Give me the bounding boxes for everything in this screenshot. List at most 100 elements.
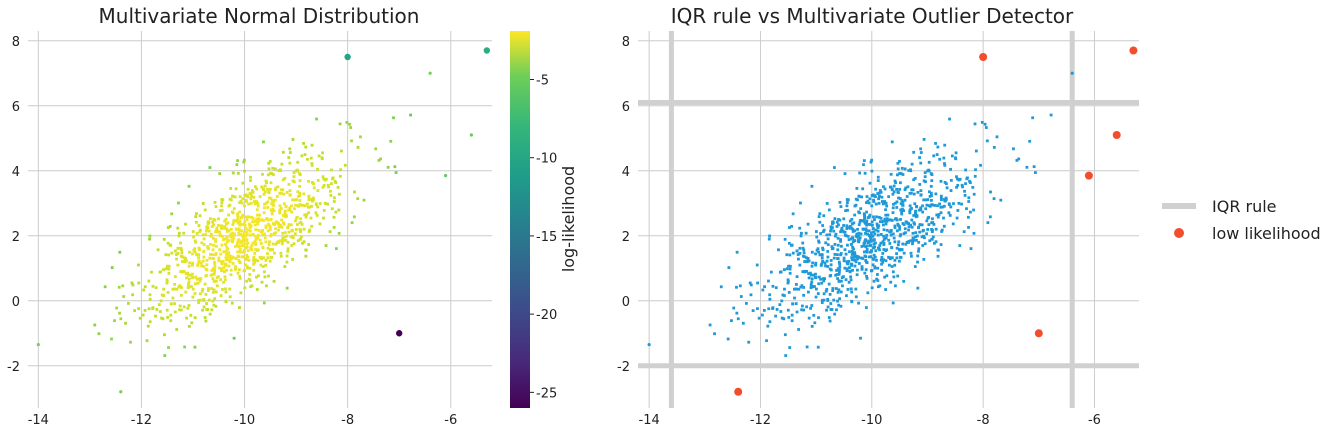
data-point: [821, 259, 825, 263]
data-point: [249, 233, 252, 237]
data-point: [180, 251, 184, 255]
data-point: [829, 302, 833, 305]
data-point: [833, 166, 836, 169]
data-point: [748, 281, 752, 285]
data-point: [171, 296, 175, 300]
data-point: [231, 238, 235, 242]
left-y-tick-label: 6: [12, 100, 20, 115]
data-point: [744, 301, 748, 305]
data-point: [218, 248, 222, 252]
data-point: [922, 138, 926, 141]
data-point: [281, 188, 285, 192]
data-point: [289, 223, 293, 227]
data-point: [227, 213, 231, 217]
data-point: [209, 273, 213, 277]
data-point: [332, 225, 336, 229]
data-point: [117, 285, 121, 289]
data-point: [1012, 147, 1015, 151]
data-point: [735, 285, 738, 289]
data-point: [836, 253, 839, 257]
data-point: [179, 254, 183, 258]
data-point: [269, 255, 273, 259]
data-point: [784, 354, 788, 357]
data-point: [917, 247, 921, 251]
data-point: [904, 242, 908, 246]
data-point: [964, 182, 967, 186]
data-point: [163, 333, 166, 337]
data-point: [189, 285, 192, 289]
data-point: [814, 295, 818, 299]
data-point: [187, 324, 191, 328]
data-point: [912, 221, 916, 225]
data-point: [860, 256, 863, 260]
data-point: [810, 324, 814, 328]
data-point: [270, 212, 274, 216]
data-point: [786, 280, 790, 283]
data-point: [247, 258, 251, 262]
low-likelihood-point: [1034, 329, 1043, 338]
data-point: [942, 156, 946, 160]
data-point: [124, 321, 127, 325]
data-point: [318, 222, 322, 226]
data-point: [857, 194, 861, 198]
data-point: [954, 156, 957, 160]
data-point: [956, 183, 960, 187]
data-point: [850, 249, 854, 253]
data-point: [204, 229, 208, 233]
data-point: [834, 273, 838, 277]
data-point: [843, 266, 847, 270]
data-point: [241, 250, 245, 254]
right-chart-title: IQR rule vs Multivariate Outlier Detecto…: [671, 4, 1074, 28]
data-point: [825, 233, 829, 237]
data-point: [938, 157, 942, 161]
data-point: [222, 226, 226, 230]
data-point: [159, 299, 163, 303]
data-point: [787, 241, 791, 245]
data-point: [268, 160, 272, 163]
data-point: [917, 226, 920, 230]
data-point: [339, 149, 343, 153]
data-point: [204, 274, 208, 278]
data-point: [173, 310, 177, 314]
data-point: [845, 294, 848, 298]
data-point: [269, 181, 273, 185]
data-point: [290, 244, 294, 247]
data-point: [877, 197, 881, 201]
data-point: [298, 198, 302, 202]
data-point: [264, 224, 268, 228]
data-point: [1031, 116, 1035, 120]
data-point: [244, 258, 248, 261]
data-point: [205, 263, 209, 267]
data-point: [316, 205, 320, 209]
data-point: [868, 197, 872, 201]
data-point: [262, 211, 266, 215]
data-point: [919, 161, 923, 165]
data-point: [817, 275, 821, 279]
data-point: [817, 240, 821, 244]
data-point: [322, 216, 325, 220]
data-point: [893, 226, 897, 230]
data-point: [337, 231, 341, 235]
data-point: [797, 328, 800, 331]
data-point: [271, 166, 275, 170]
data-point: [862, 163, 865, 167]
data-point: [295, 198, 298, 201]
data-point: [207, 287, 210, 290]
data-point: [169, 302, 173, 306]
data-point: [286, 247, 290, 251]
data-point: [868, 250, 872, 254]
data-point: [195, 220, 198, 224]
data-point: [951, 222, 955, 226]
data-point: [850, 253, 854, 256]
data-point: [307, 205, 310, 209]
data-point: [251, 232, 255, 236]
data-point: [928, 239, 932, 243]
data-point: [930, 237, 934, 241]
data-point: [267, 222, 271, 226]
data-point: [865, 222, 869, 225]
data-point: [787, 316, 791, 319]
data-point: [819, 277, 823, 281]
data-point: [889, 233, 893, 237]
data-point: [197, 246, 201, 250]
